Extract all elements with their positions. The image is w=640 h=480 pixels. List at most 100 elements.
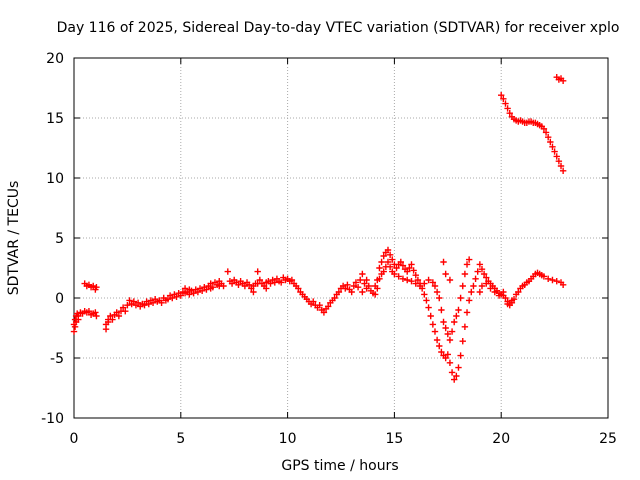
data-markers: [70, 74, 567, 383]
data-point-secondary: [438, 306, 445, 314]
y-tick-label: 0: [55, 291, 64, 307]
data-point-main: [331, 294, 338, 302]
data-point-main: [359, 270, 366, 278]
data-point-main: [254, 268, 261, 275]
data-point-main: [124, 302, 131, 309]
data-point-main: [453, 372, 460, 380]
data-point-main: [342, 285, 349, 292]
data-point-main: [549, 276, 556, 284]
data-point-main: [406, 264, 413, 272]
y-axis-label: SDTVAR / TECUs: [6, 181, 22, 296]
data-point-main: [277, 279, 285, 286]
data-point-main: [446, 359, 454, 366]
data-point-main: [324, 303, 332, 310]
data-point-main: [502, 294, 509, 302]
data-point-secondary: [254, 280, 261, 287]
data-point-secondary: [102, 321, 110, 328]
data-point-secondary: [444, 330, 451, 338]
data-point-secondary: [404, 276, 411, 284]
data-point-secondary: [463, 261, 471, 268]
data-point-main: [408, 261, 415, 268]
data-point-main: [389, 256, 396, 263]
data-point-main: [141, 302, 148, 309]
data-point-upper: [542, 129, 550, 136]
data-point-main: [316, 302, 323, 309]
data-point-secondary: [491, 288, 498, 296]
data-point-main: [113, 309, 120, 316]
data-point-main: [361, 280, 368, 287]
data-point-secondary: [412, 280, 419, 287]
data-point-upper: [555, 158, 563, 165]
data-point-main: [164, 296, 172, 303]
data-point-main: [107, 312, 114, 320]
data-point-main: [348, 288, 355, 296]
data-point-main: [173, 293, 180, 300]
data-point-main: [198, 287, 206, 294]
data-point-main: [470, 282, 477, 290]
data-point-main: [483, 274, 490, 281]
data-point-secondary: [391, 270, 398, 278]
data-point-main: [119, 304, 127, 311]
data-point-main: [444, 351, 451, 358]
data-point-secondary: [250, 282, 257, 290]
data-point-upper: [559, 77, 567, 84]
data-point-secondary: [425, 276, 432, 284]
y-tick-label: 15: [46, 111, 64, 127]
y-tick-label: 20: [46, 51, 64, 67]
data-point-main: [397, 258, 405, 266]
data-point-secondary: [440, 318, 447, 326]
data-point-main: [256, 276, 264, 284]
data-point-main: [169, 294, 176, 302]
data-point-secondary: [440, 258, 447, 266]
data-point-main: [145, 300, 152, 308]
data-point-main: [386, 251, 394, 258]
data-point-main: [448, 369, 456, 376]
x-tick-label: 15: [385, 431, 403, 447]
data-point-upper: [557, 162, 565, 170]
data-point-secondary: [455, 306, 462, 314]
data-point-secondary: [451, 318, 458, 326]
data-point-main: [451, 376, 458, 383]
y-tick-label: -5: [50, 351, 64, 367]
data-point-main: [203, 286, 210, 293]
data-point-main: [478, 266, 486, 273]
data-point-secondary: [395, 273, 402, 280]
data-point-secondary: [487, 285, 494, 292]
data-point-main: [431, 328, 439, 335]
x-tick-label: 10: [279, 431, 297, 447]
data-point-main: [410, 267, 417, 274]
data-point-upper: [544, 134, 552, 141]
data-point-main: [480, 270, 488, 278]
data-point-secondary: [431, 282, 439, 290]
data-point-main: [190, 290, 197, 297]
data-point-main: [414, 276, 422, 284]
data-point-secondary: [376, 275, 383, 282]
data-point-secondary: [504, 300, 511, 308]
data-point-main: [194, 288, 202, 296]
data-point-main: [365, 282, 372, 290]
data-point-main: [459, 338, 466, 345]
data-point-secondary: [442, 324, 449, 332]
data-point-secondary: [71, 323, 79, 330]
data-point-main: [228, 280, 236, 287]
x-axis-label: GPS time / hours: [281, 458, 398, 474]
data-point-main: [540, 273, 548, 280]
data-point-main: [436, 342, 443, 350]
data-point-main: [421, 291, 428, 298]
data-point-main: [320, 309, 328, 316]
data-point-main: [429, 321, 437, 328]
data-point-main: [90, 282, 97, 290]
data-point-upper: [502, 100, 509, 107]
data-point-main: [384, 246, 392, 254]
data-point-upper: [498, 92, 505, 99]
x-tick-label: 5: [176, 431, 185, 447]
data-point-upper: [549, 143, 556, 150]
data-point-main: [380, 252, 387, 260]
data-point-main: [515, 288, 522, 296]
data-point-secondary: [408, 278, 415, 285]
data-point-main: [93, 312, 100, 320]
data-point-main: [235, 281, 242, 288]
data-point-main: [399, 262, 407, 269]
data-point-main: [344, 281, 351, 288]
data-point-main: [93, 284, 100, 291]
